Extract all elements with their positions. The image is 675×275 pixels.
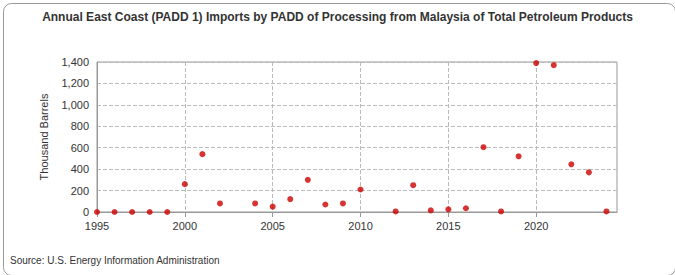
svg-text:1,200: 1,200 bbox=[61, 77, 89, 89]
svg-text:0: 0 bbox=[83, 206, 89, 218]
svg-text:2010: 2010 bbox=[348, 220, 372, 232]
svg-text:2000: 2000 bbox=[173, 220, 197, 232]
svg-text:Source: U.S. Energy Informatio: Source: U.S. Energy Information Administ… bbox=[10, 255, 220, 266]
svg-text:Thousand Barrels: Thousand Barrels bbox=[38, 93, 50, 180]
svg-text:200: 200 bbox=[71, 185, 89, 197]
svg-text:2005: 2005 bbox=[260, 220, 284, 232]
svg-text:400: 400 bbox=[71, 163, 89, 175]
svg-text:2020: 2020 bbox=[524, 220, 548, 232]
svg-text:1995: 1995 bbox=[85, 220, 109, 232]
svg-text:1,400: 1,400 bbox=[61, 56, 89, 68]
svg-text:1,000: 1,000 bbox=[61, 99, 89, 111]
svg-text:Annual East Coast (PADD 1) Imp: Annual East Coast (PADD 1) Imports by PA… bbox=[42, 10, 633, 24]
svg-text:600: 600 bbox=[71, 142, 89, 154]
svg-text:800: 800 bbox=[71, 120, 89, 132]
svg-text:2015: 2015 bbox=[436, 220, 460, 232]
